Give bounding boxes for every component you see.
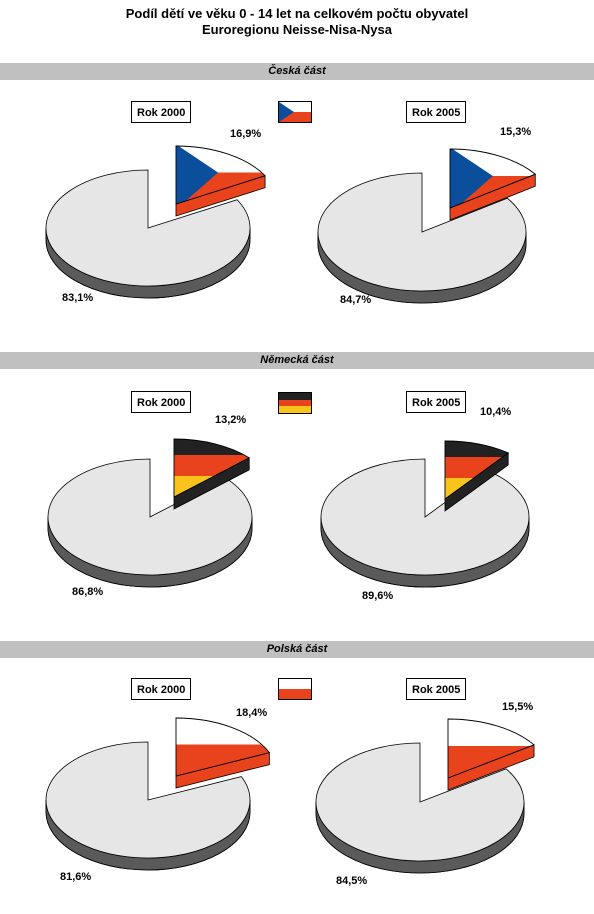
year-box-pl-2000: Rok 2000 [131, 678, 192, 700]
children-slice [175, 717, 271, 777]
pct-adults-cz-2005: 84,7% [340, 294, 372, 306]
children-slice [175, 145, 266, 205]
pct-children-cz-2000: 16,9% [230, 128, 262, 140]
pie-chart-2 [47, 438, 253, 588]
pct-adults-pl-2000: 81,6% [60, 871, 92, 883]
pct-adults-de-2000: 86,8% [72, 586, 104, 598]
pct-children-cz-2005: 15,3% [500, 126, 532, 138]
flag-de-icon [278, 392, 312, 414]
pct-adults-pl-2005: 84,5% [336, 875, 368, 887]
chart-title: Podíl dětí ve věku 0 - 14 let na celkové… [0, 6, 594, 38]
adults-slice [45, 741, 251, 859]
title-line-2: Euroregionu Neisse-Nisa-Nysa [201, 22, 392, 37]
pie-chart-4 [45, 717, 271, 871]
pct-children-de-2000: 13,2% [215, 414, 247, 426]
section-band-cz: Česká část [0, 63, 594, 80]
pie-chart-1 [317, 148, 537, 304]
year-box-cz-2005: Rok 2005 [406, 101, 467, 123]
pie-chart-3 [320, 440, 530, 588]
adults-slice [320, 458, 530, 576]
pie-chart-5 [315, 718, 535, 874]
year-box-de-2005: Rok 2005 [406, 391, 467, 413]
pie-chart-0 [45, 145, 266, 299]
adults-slice [45, 169, 251, 287]
pct-children-de-2005: 10,4% [480, 406, 512, 418]
pct-adults-de-2005: 89,6% [362, 590, 394, 602]
section-band-de: Německá část [0, 352, 594, 369]
title-line-1: Podíl dětí ve věku 0 - 14 let na celkové… [125, 6, 469, 21]
children-slice [444, 440, 510, 500]
adults-slice [315, 742, 525, 862]
year-box-cz-2000: Rok 2000 [131, 101, 192, 123]
children-slice [449, 148, 537, 209]
flag-cz-icon [278, 101, 312, 123]
pct-adults-cz-2000: 83,1% [62, 292, 94, 304]
year-box-de-2000: Rok 2000 [131, 391, 192, 413]
adults-slice [317, 172, 527, 292]
pct-children-pl-2000: 18,4% [236, 707, 268, 719]
adults-slice [47, 458, 253, 576]
pct-children-pl-2005: 15,5% [502, 701, 534, 713]
children-slice [447, 718, 535, 779]
children-slice [173, 438, 251, 498]
section-band-pl: Polská část [0, 641, 594, 658]
flag-pl-icon [278, 678, 312, 700]
year-box-pl-2005: Rok 2005 [406, 678, 467, 700]
